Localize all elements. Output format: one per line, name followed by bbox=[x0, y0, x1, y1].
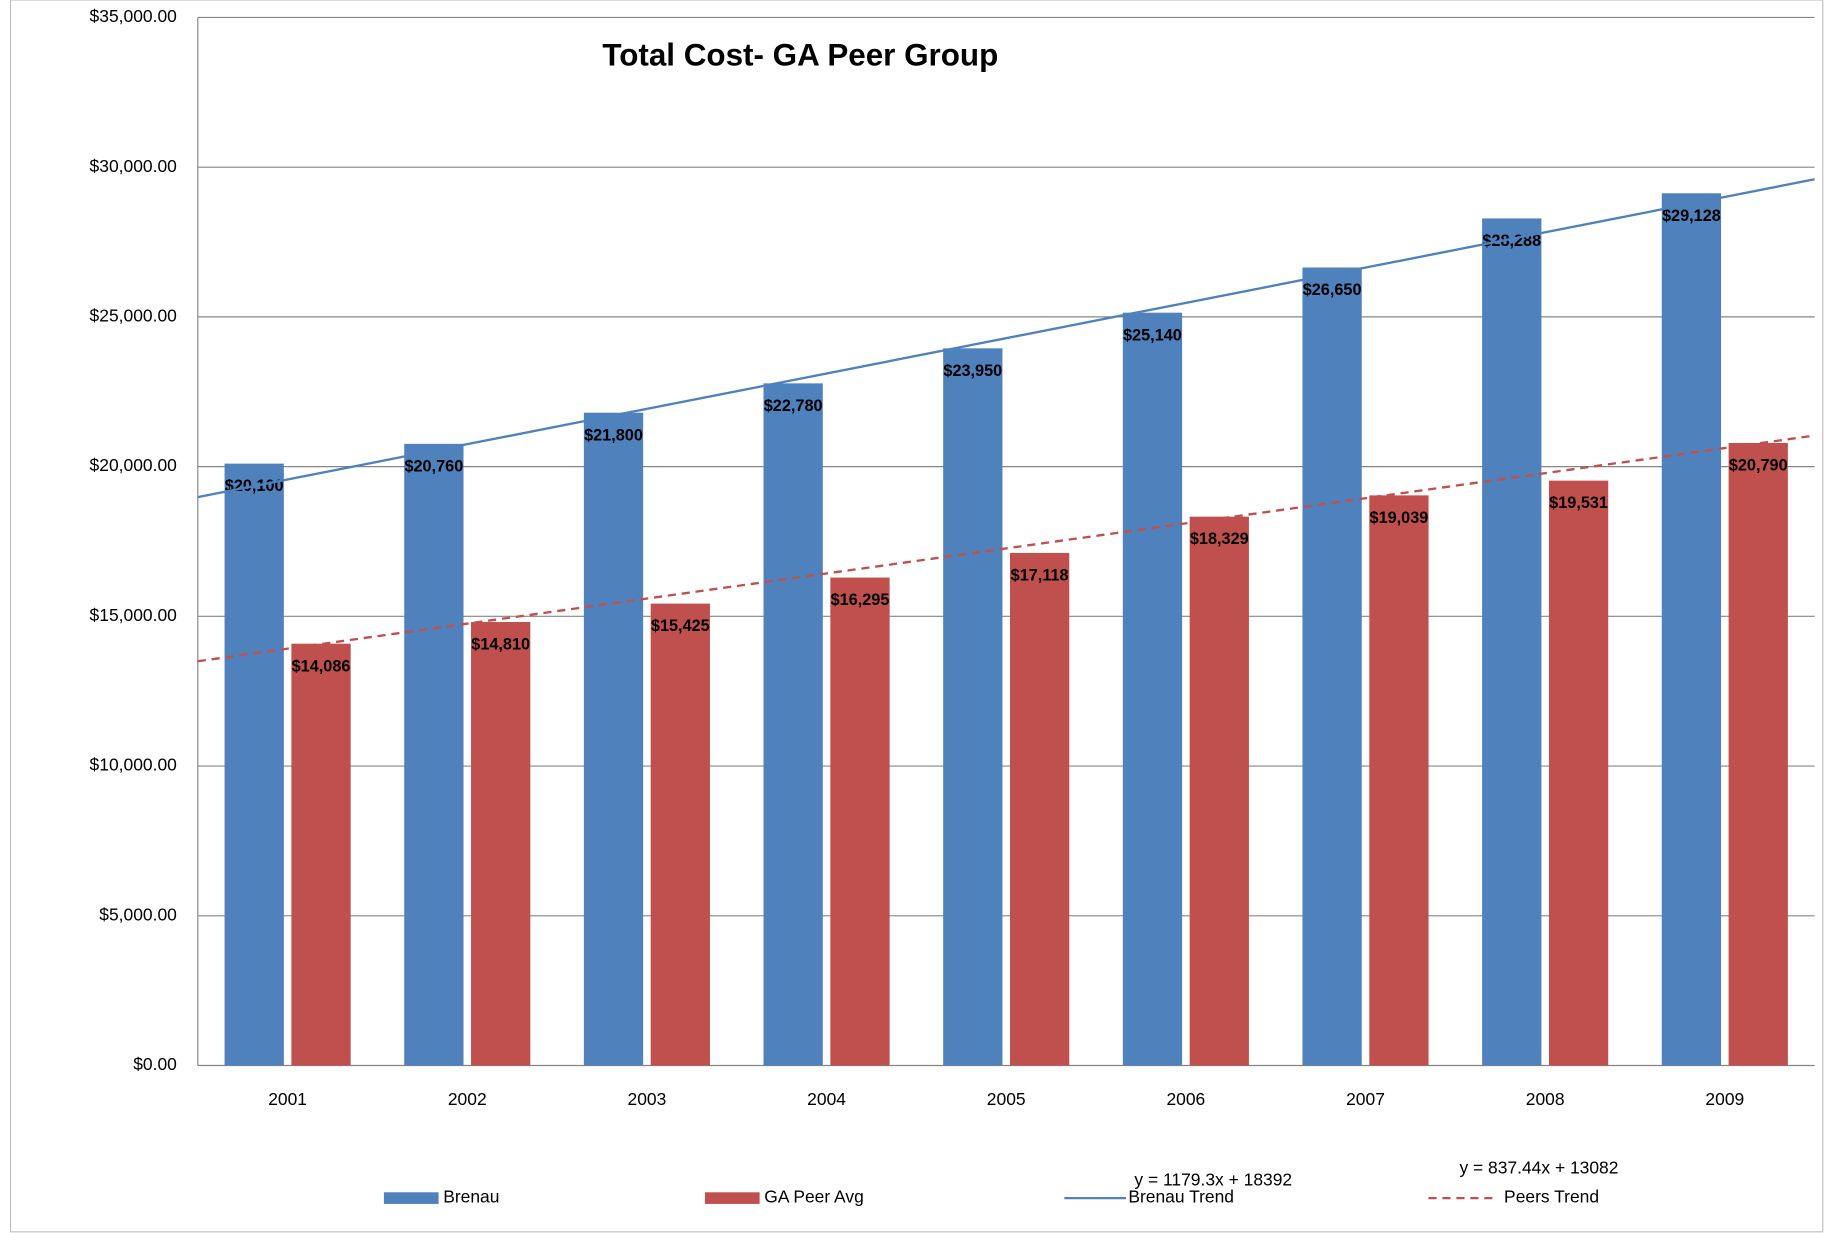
trend-equation: y = 1179.3x + 18392 bbox=[1134, 1169, 1292, 1189]
data-label: $29,128 bbox=[1662, 207, 1721, 225]
bar bbox=[1661, 193, 1722, 1066]
legend-swatch bbox=[383, 1192, 439, 1204]
x-tick-label: 2006 bbox=[1166, 1089, 1205, 1109]
data-label: $26,650 bbox=[1303, 281, 1362, 299]
bar bbox=[1302, 267, 1362, 1066]
data-label: $17,118 bbox=[1011, 566, 1069, 584]
y-tick-label: $10,000.00 bbox=[90, 755, 178, 775]
bar bbox=[650, 603, 710, 1066]
bar bbox=[1482, 218, 1542, 1066]
trendline bbox=[197, 434, 1815, 663]
data-label: $19,531 bbox=[1549, 494, 1608, 512]
bar bbox=[1548, 480, 1609, 1066]
bar bbox=[763, 383, 823, 1066]
data-label: $15,425 bbox=[651, 617, 710, 635]
bar bbox=[1009, 552, 1070, 1066]
x-tick-label: 2004 bbox=[807, 1089, 846, 1109]
x-tick-label: 2005 bbox=[987, 1089, 1026, 1109]
x-tick-label: 2003 bbox=[628, 1089, 667, 1109]
chart-frame bbox=[9, 0, 1824, 1233]
data-label: $14,086 bbox=[292, 657, 351, 675]
legend-label: GA Peer Avg bbox=[764, 1187, 864, 1207]
x-tick-label: 2002 bbox=[448, 1089, 487, 1109]
bar bbox=[830, 577, 890, 1066]
data-label: $21,800 bbox=[584, 426, 643, 444]
x-tick-label: 2008 bbox=[1526, 1089, 1565, 1109]
y-tick-label: $35,000.00 bbox=[90, 6, 178, 26]
legend-label: Brenau bbox=[443, 1187, 499, 1207]
bar bbox=[943, 348, 1003, 1066]
bar bbox=[224, 463, 284, 1066]
y-tick-label: $0.00 bbox=[133, 1054, 177, 1074]
trendline bbox=[197, 178, 1815, 499]
data-label: $25,140 bbox=[1123, 326, 1182, 344]
x-tick-label: 2001 bbox=[268, 1089, 307, 1109]
data-label: $18,329 bbox=[1190, 530, 1249, 548]
data-label: $20,760 bbox=[404, 457, 463, 475]
data-label: $14,810 bbox=[471, 636, 530, 654]
bar bbox=[471, 622, 531, 1066]
y-tick-label: $30,000.00 bbox=[90, 156, 178, 176]
bar bbox=[291, 643, 351, 1066]
legend-swatch bbox=[704, 1192, 760, 1204]
x-tick-label: 2009 bbox=[1705, 1089, 1744, 1109]
bar bbox=[1369, 495, 1429, 1066]
data-label: $23,950 bbox=[943, 362, 1002, 380]
bar bbox=[1728, 442, 1788, 1066]
data-label: $22,780 bbox=[764, 397, 823, 415]
data-label: $20,790 bbox=[1729, 457, 1788, 475]
bar bbox=[404, 443, 464, 1066]
y-tick-label: $15,000.00 bbox=[90, 605, 178, 625]
y-tick-label: $5,000.00 bbox=[99, 904, 177, 924]
y-tick-label: $25,000.00 bbox=[90, 306, 178, 326]
x-tick-label: 2007 bbox=[1346, 1089, 1385, 1109]
bar bbox=[1122, 312, 1183, 1066]
bar bbox=[583, 412, 644, 1066]
chart-title: Total Cost- GA Peer Group bbox=[602, 37, 998, 72]
legend-label: Brenau Trend bbox=[1128, 1187, 1234, 1207]
data-label: $19,039 bbox=[1370, 509, 1429, 527]
data-label: $16,295 bbox=[831, 591, 890, 609]
y-tick-label: $20,000.00 bbox=[90, 455, 178, 475]
trend-equation: y = 837.44x + 13082 bbox=[1459, 1158, 1618, 1178]
bar bbox=[1189, 516, 1249, 1066]
legend-label: Peers Trend bbox=[1504, 1187, 1599, 1207]
